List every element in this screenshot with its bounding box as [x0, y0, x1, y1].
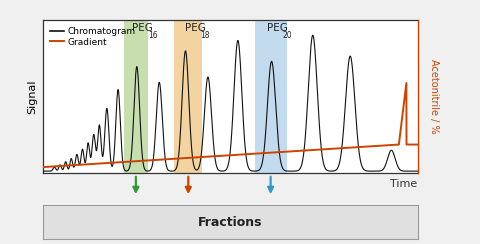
Text: PEG: PEG	[267, 23, 288, 33]
Y-axis label: Signal: Signal	[28, 79, 37, 114]
Text: 18: 18	[200, 31, 210, 41]
Text: 16: 16	[148, 31, 157, 41]
Text: Time: Time	[390, 179, 418, 189]
Y-axis label: Acetonitrile / %: Acetonitrile / %	[429, 59, 439, 134]
Text: PEG: PEG	[184, 23, 205, 33]
Text: Fractions: Fractions	[198, 215, 263, 229]
Bar	[124, 20, 148, 173]
Text: 20: 20	[283, 31, 292, 41]
Bar	[174, 20, 203, 173]
Bar	[255, 20, 287, 173]
Legend: Chromatogram, Gradient: Chromatogram, Gradient	[48, 24, 138, 49]
Text: PEG: PEG	[132, 23, 153, 33]
